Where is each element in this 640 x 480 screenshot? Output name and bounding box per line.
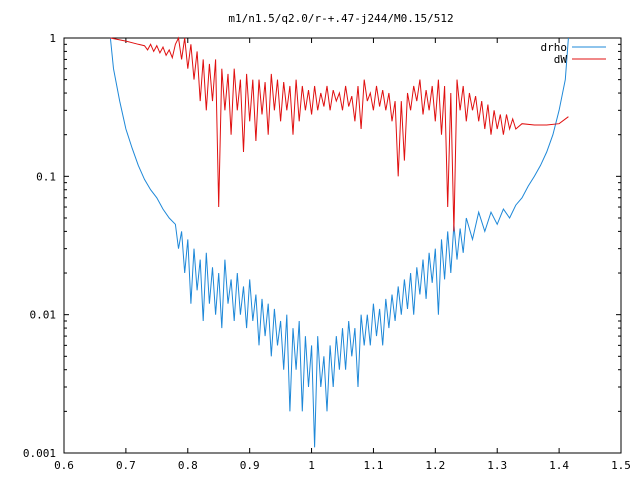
legend: drho dW bbox=[541, 41, 606, 66]
y-tick-label: 0.001 bbox=[23, 447, 56, 460]
x-tick-label: 1.1 bbox=[364, 459, 384, 472]
y-tick-label: 0.01 bbox=[30, 309, 57, 322]
y-axis: 0.001 0.01 0.1 1 bbox=[23, 32, 621, 460]
x-tick-label: 0.9 bbox=[240, 459, 260, 472]
x-tick-label: 0.7 bbox=[116, 459, 136, 472]
x-tick-label: 1.3 bbox=[487, 459, 507, 472]
series-layer bbox=[109, 36, 569, 448]
y-tick-label: 0.1 bbox=[36, 170, 56, 183]
legend-label-dw: dW bbox=[554, 53, 568, 66]
x-tick-label: 0.6 bbox=[54, 459, 74, 472]
x-tick-label: 1.2 bbox=[425, 459, 445, 472]
x-tick-label: 1.5 bbox=[611, 459, 631, 472]
series-line-drho bbox=[109, 37, 569, 448]
x-axis: 0.6 0.7 0.8 0.9 1 1.1 1.2 1.3 1.4 1.5 bbox=[54, 38, 631, 472]
series-line-dw bbox=[110, 36, 569, 232]
chart-title: m1/n1.5/q2.0/r-+.47-j244/M0.15/512 bbox=[228, 12, 453, 25]
x-tick-label: 1.4 bbox=[549, 459, 569, 472]
x-tick-label: 1 bbox=[308, 459, 315, 472]
y-tick-label: 1 bbox=[49, 32, 56, 45]
x-tick-label: 0.8 bbox=[178, 459, 198, 472]
legend-label-drho: drho bbox=[541, 41, 568, 54]
plot-frame bbox=[63, 37, 622, 454]
